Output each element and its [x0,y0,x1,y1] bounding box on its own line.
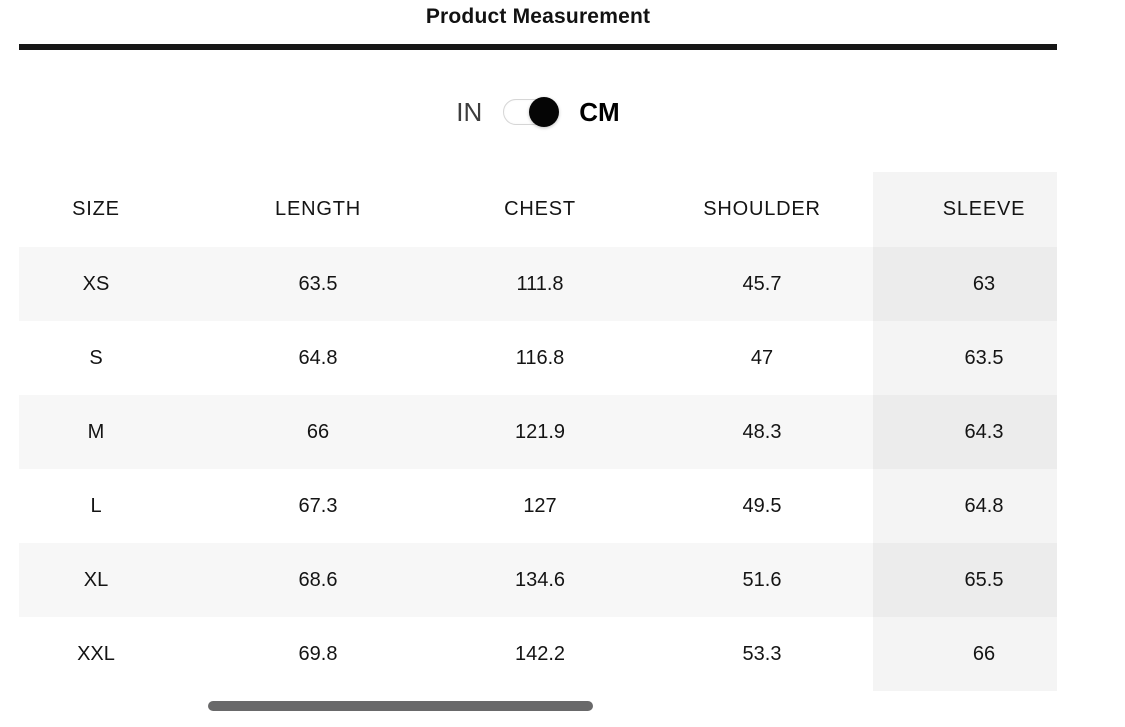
column-header-shoulder: SHOULDER [703,198,821,220]
unit-label-cm[interactable]: CM [579,97,620,127]
unit-label-in[interactable]: IN [456,97,483,127]
measurement-table[interactable]: SIZE LENGTH CHEST SHOULDER SLEEVE XS 63.… [19,172,1057,691]
table-cell-shoulder: 47 [750,346,774,369]
table-cell-shoulder: 45.7 [742,272,782,295]
table-cell-size: S [89,346,103,369]
table-cell-chest: 127 [523,494,557,517]
table-cell-chest: 111.8 [516,272,564,295]
table-cell-length: 67.3 [298,494,338,517]
table-cell-length: 66 [306,420,330,443]
column-header-chest: CHEST [504,198,576,220]
table-cell-sleeve: 64.8 [873,469,1057,543]
table-cell-length: 64.8 [298,346,338,369]
table-row-m: M 66 121.9 48.3 64.3 [19,395,1057,469]
column-header-sleeve: SLEEVE [873,172,1057,247]
unit-toggle-row: IN CM [19,95,1057,129]
table-cell-chest: 142.2 [514,642,566,665]
table-header-row: SIZE LENGTH CHEST SHOULDER SLEEVE [19,172,1057,247]
table-cell-shoulder: 53.3 [742,642,782,665]
table-cell-shoulder: 51.6 [742,568,782,591]
table-cell-chest: 134.6 [514,568,566,591]
table-row-s: S 64.8 116.8 47 63.5 [19,321,1057,395]
unit-toggle-knob[interactable] [529,97,560,127]
table-cell-size: XL [83,568,109,591]
table-cell-size: L [90,494,102,517]
measurement-table-inner: SIZE LENGTH CHEST SHOULDER SLEEVE XS 63.… [19,172,1057,691]
table-cell-sleeve: 63.5 [873,321,1057,395]
horizontal-scrollbar-thumb[interactable] [208,701,593,711]
column-header-size: SIZE [72,198,120,220]
table-cell-shoulder: 49.5 [742,494,782,517]
table-cell-size: M [87,420,105,443]
table-cell-sleeve: 64.3 [873,395,1057,469]
page-title: Product Measurement [425,5,651,28]
table-cell-sleeve: 63 [873,247,1057,321]
title-divider [19,44,1057,50]
table-row-xs: XS 63.5 111.8 45.7 63 [19,247,1057,321]
table-cell-chest: 121.9 [514,420,566,443]
table-cell-length: 68.6 [298,568,338,591]
table-cell-size: XS [82,272,110,295]
table-cell-sleeve: 65.5 [873,543,1057,617]
unit-toggle-switch[interactable] [503,97,560,127]
table-row-xl: XL 68.6 134.6 51.6 65.5 [19,543,1057,617]
table-cell-sleeve: 66 [873,617,1057,691]
table-row-xxl: XXL 69.8 142.2 53.3 66 [19,617,1057,691]
table-cell-size: XXL [77,642,115,665]
table-row-l: L 67.3 127 49.5 64.8 [19,469,1057,543]
table-cell-chest: 116.8 [515,346,565,369]
table-cell-shoulder: 48.3 [742,420,782,443]
table-cell-length: 69.8 [298,642,338,665]
column-header-length: LENGTH [275,198,361,220]
table-cell-length: 63.5 [298,272,338,295]
